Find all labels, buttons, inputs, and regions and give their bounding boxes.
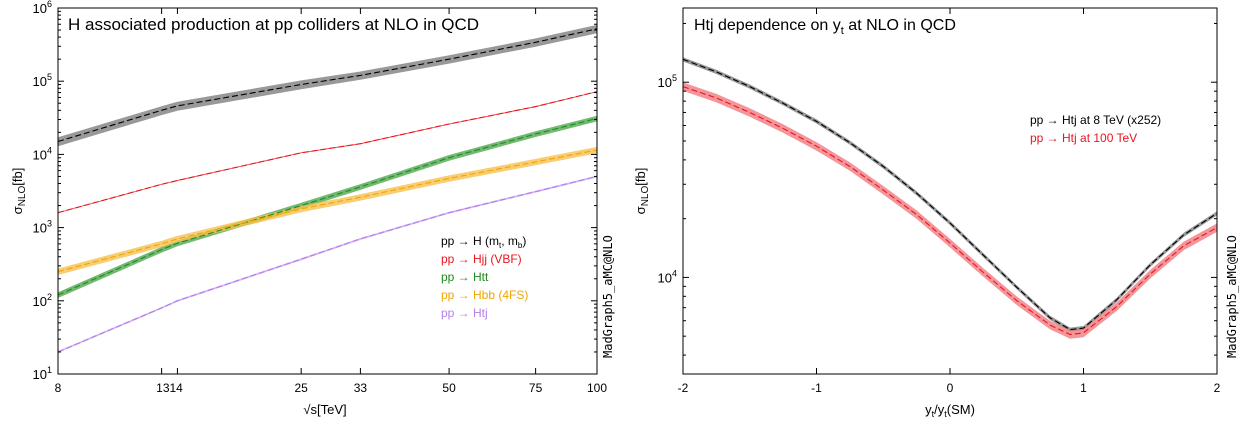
generator-label: MadGraph5_aMC@NLO [1225,235,1239,358]
x-tick-label: 75 [529,381,543,395]
band-series-0 [58,24,597,147]
y-axis-label-symbol: σ [633,206,648,214]
y-tick-label: 104 [33,145,52,162]
x-axis-label: yt/yt(SM) [925,402,975,419]
x-tick-label: 2 [1214,381,1221,395]
x-tick-label: 0 [947,381,954,395]
y-axis-label-symbol: σ [10,206,25,214]
x-tick-label: 50 [442,381,456,395]
y-axis-label-unit: [fb] [10,168,25,186]
y-axis-label: σNLO[fb] [10,168,28,215]
x-tick-label: -1 [811,381,822,395]
legend-entry: pp → Hbb (4FS) [441,288,528,302]
x-tick-label: 1 [1080,381,1087,395]
chart-title-part: at NLO in QCD [844,17,956,34]
chart-h-associated-production: 8 1314 25 33 50 75 100 101 102 103 104 105 106 H as… [10,0,615,417]
x-tick-label: 1314 [156,381,183,395]
band-series-3 [58,146,597,275]
x-axis-ticks: -2 -1 0 1 2 [678,8,1221,395]
svg-text:σNLO[fb]: σNLO[fb] [633,168,651,215]
legend: pp → H (mt, mb) pp → Hjj (VBF) pp → Htt pp … [441,234,528,320]
chart-title-part: Htj dependence on y [694,17,841,34]
y-tick-label: 105 [658,73,677,90]
line-series-0 [682,58,1218,331]
legend-entry: pp → Htt [441,270,489,284]
line-series-1 [57,91,598,214]
legend-entry: pp → Htj at 100 TeV [1030,131,1137,145]
y-axis-label: σNLO[fb] [633,168,651,215]
x-axis-label-subscript: t [932,409,935,419]
y-tick-label: 105 [33,72,52,89]
x-axis-label: √s[TeV] [303,402,346,417]
y-tick-label: 103 [33,219,52,236]
x-tick-label: -2 [678,381,689,395]
series-lines [682,58,1218,336]
legend-entry: pp → H (mt, mb) [441,234,526,250]
y-tick-label: 106 [33,0,52,16]
x-axis-label-part: (SM) [947,402,975,417]
svg-text:σNLO[fb]: σNLO[fb] [10,168,28,215]
x-tick-label: 25 [294,381,308,395]
y-axis-label-subscript: NLO [640,186,651,207]
x-axis-label-part: y [925,402,932,417]
y-tick-label: 104 [658,268,677,285]
chart-title-subscript: t [841,25,844,37]
legend-entry: pp → Htj [441,306,488,320]
x-tick-label: 100 [587,381,607,395]
line-series-2 [57,117,598,296]
x-axis-ticks: 8 1314 25 33 50 75 100 [55,8,607,395]
series-lines [57,28,598,353]
y-tick-label: 101 [33,365,52,382]
chart-title: Htj dependence on yt at NLO in QCD [694,17,956,37]
line-series-4 [57,175,598,353]
x-axis-label-subscript: t [944,409,947,419]
line-series-0 [57,28,598,143]
line-series-1 [682,86,1218,336]
y-axis-label-unit: [fb] [633,168,648,186]
y-axis-ticks: 104 105 [658,22,1217,356]
legend: pp → Htj at 8 TeV (x252) pp → Htj at 100 … [1030,113,1161,145]
plot-frame [57,7,598,375]
legend-entry: pp → Htj at 8 TeV (x252) [1030,113,1161,127]
y-axis-label-subscript: NLO [17,186,28,207]
legend-entry: pp → Hjj (VBF) [441,252,522,266]
y-axis-ticks: 101 102 103 104 105 106 [33,0,597,382]
line-series-3 [57,149,598,273]
chart-title: H associated production at pp colliders … [68,15,479,34]
x-tick-label: 33 [354,381,368,395]
generator-label: MadGraph5_aMC@NLO [601,235,615,358]
x-tick-label: 8 [55,381,62,395]
plot-area [683,8,1217,374]
y-tick-label: 102 [33,292,52,309]
band-series-2 [58,115,597,298]
x-axis-label-part: /y [934,402,945,417]
